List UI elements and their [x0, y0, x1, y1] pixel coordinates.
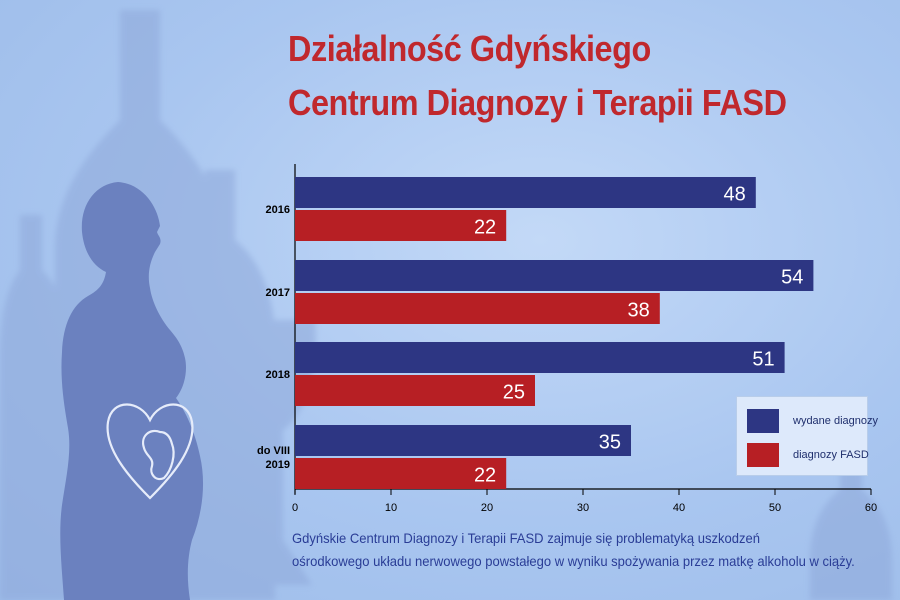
bar-wydane-diagnozy [295, 260, 814, 291]
category-label: 2019 [266, 459, 290, 471]
bar-value-label: 35 [599, 432, 621, 454]
bar-diagnozy-fasd [295, 210, 507, 241]
bar-diagnozy-fasd [295, 375, 535, 406]
x-tick-label: 60 [865, 502, 877, 514]
bar-value-label: 38 [628, 300, 650, 322]
legend-swatch-blue [747, 409, 779, 433]
legend-label: diagnozy FASD [793, 449, 869, 461]
fetus-heart-icon [106, 403, 194, 500]
category-label: 2016 [266, 204, 290, 216]
x-tick-label: 50 [769, 502, 781, 514]
caption-line-1: Gdyńskie Centrum Diagnozy i Terapii FASD… [292, 530, 760, 546]
legend-item-wydane-diagnozy: wydane diagnozy [747, 409, 878, 433]
pregnant-woman-silhouette-icon [60, 182, 204, 600]
bar-value-label: 22 [474, 217, 496, 239]
caption-line-2: ośrodkowego układu nerwowego powstałego … [292, 553, 855, 569]
legend-item-diagnozy-fasd: diagnozy FASD [747, 443, 869, 467]
bar-wydane-diagnozy [295, 177, 756, 208]
bar-value-label: 25 [503, 382, 525, 404]
bottle-silhouette-icon [0, 215, 70, 600]
x-tick-label: 0 [292, 502, 298, 514]
bar-value-label: 54 [781, 267, 803, 289]
legend-label: wydane diagnozy [793, 415, 879, 427]
x-tick-label: 40 [673, 502, 685, 514]
category-label: 2018 [266, 369, 290, 381]
category-label: 2017 [266, 287, 290, 299]
x-tick-label: 10 [385, 502, 397, 514]
bar-value-label: 48 [724, 184, 746, 206]
legend-swatch-red [747, 443, 779, 467]
chart-title-line-2: Centrum Diagnozy i Terapii FASD [288, 82, 787, 123]
bar-wydane-diagnozy [295, 425, 631, 456]
category-label: do VIII [257, 445, 290, 457]
bar-diagnozy-fasd [295, 293, 660, 324]
bottle-silhouette-icon [810, 440, 892, 600]
bar-diagnozy-fasd [295, 458, 507, 489]
x-tick-label: 30 [577, 502, 589, 514]
bar-value-label: 51 [752, 349, 774, 371]
x-tick-label: 20 [481, 502, 493, 514]
chart-title-line-1: Działalność Gdyńskiego [288, 28, 651, 69]
bar-value-label: 22 [474, 465, 496, 487]
bar-wydane-diagnozy [295, 342, 785, 373]
chart-legend: wydane diagnozy diagnozy FASD [736, 396, 878, 476]
